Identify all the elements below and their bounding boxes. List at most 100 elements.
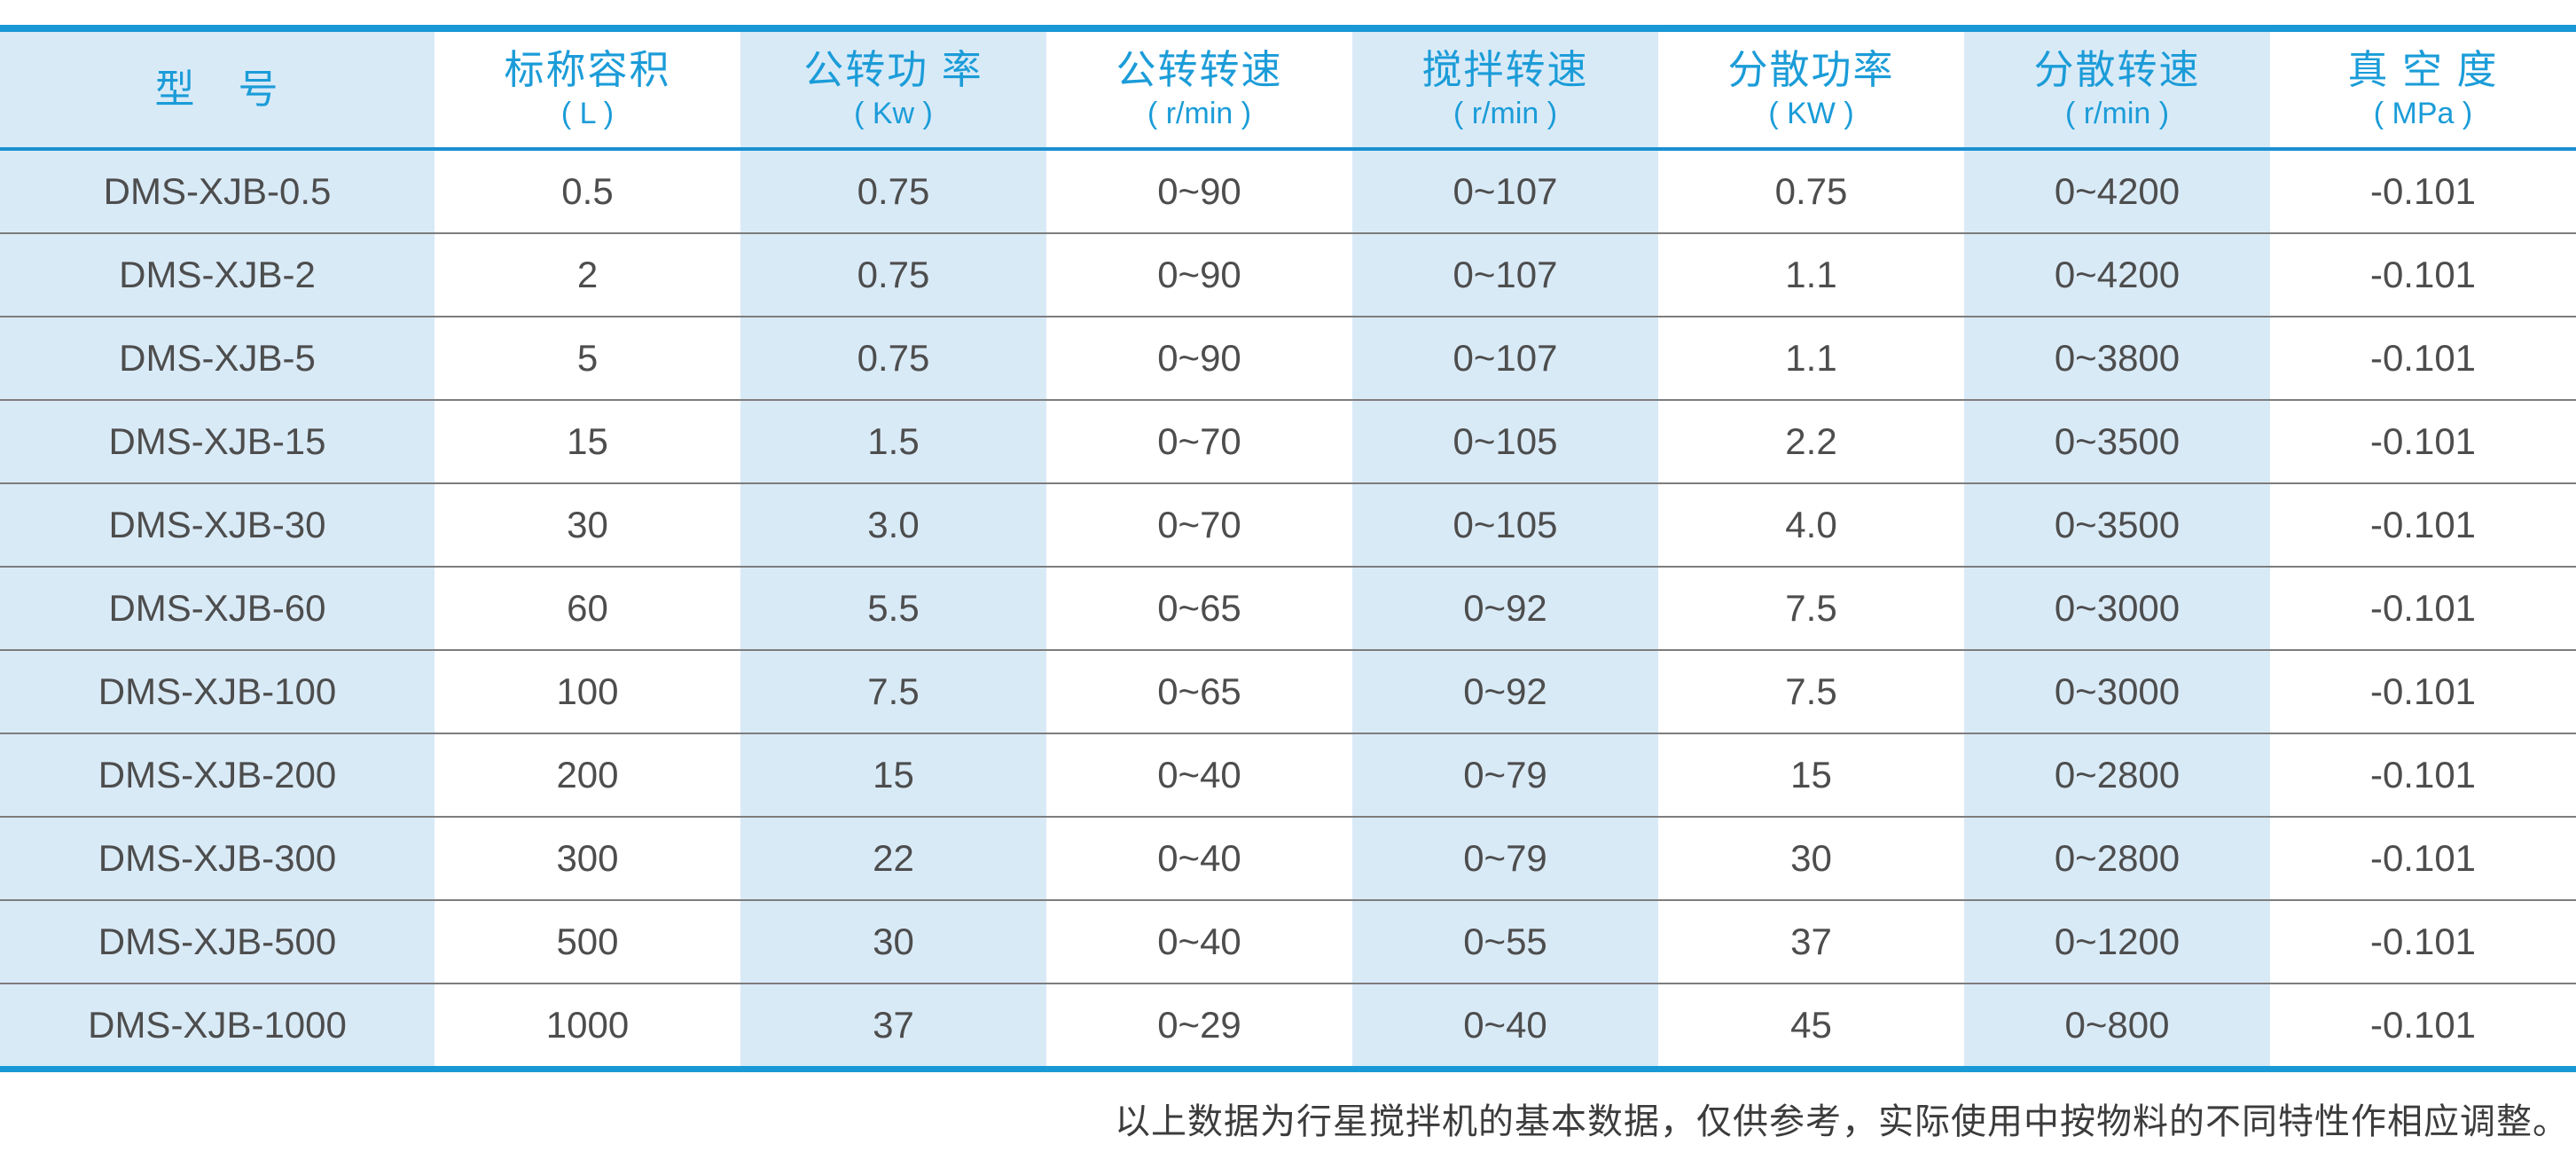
value-cell: 0~1200 [1964,900,2270,984]
value-cell: 0~107 [1352,233,1658,317]
table-row: DMS-XJB-0.5 0.5 0.75 0~90 0~107 0.75 0~4200 -0.… [0,149,2576,234]
value-cell: 15 [435,400,740,484]
value-cell: 0~2800 [1964,817,2270,901]
column-header-1: 标称容积 ( L ) [435,28,740,151]
value-cell: 500 [435,900,740,984]
table-row: DMS-XJB-200 200 15 0~40 0~79 15 0~2800 -0.101 [0,733,2576,818]
model-cell: DMS-XJB-15 [0,400,435,484]
value-cell: -0.101 [2270,733,2576,818]
column-title: 真 空 度 [2347,46,2499,92]
value-cell: 0~40 [1046,900,1352,984]
value-cell: 0~90 [1046,317,1352,401]
column-title: 公转功 率 [803,46,983,92]
value-cell: 0~90 [1046,149,1352,234]
table-body: DMS-XJB-0.5 0.5 0.75 0~90 0~107 0.75 0~4200 -0.… [0,149,2576,1070]
value-cell: 0~40 [1046,817,1352,901]
column-title: 分散功率 [1727,46,1895,92]
value-cell: 0.75 [740,233,1046,317]
column-header-7: 真 空 度 ( MPa ) [2270,28,2576,151]
value-cell: 0~107 [1352,149,1658,234]
column-unit: ( L ) [560,97,615,131]
value-cell: -0.101 [2270,817,2576,901]
value-cell: -0.101 [2270,567,2576,651]
table-row: DMS-XJB-500 500 30 0~40 0~55 37 0~1200 -0.101 [0,900,2576,984]
model-cell: DMS-XJB-5 [0,317,435,401]
column-title: 搅拌转速 [1421,46,1589,92]
value-cell: 7.5 [740,650,1046,734]
value-cell: 30 [740,900,1046,984]
value-cell: 0~70 [1046,483,1352,568]
value-cell: 0~2800 [1964,733,2270,818]
value-cell: 3.0 [740,483,1046,568]
table-header: 型 号 标称容积 ( L ) 公转功 率( Kw ) 公转转速( r/min ) 搅拌转速… [0,28,2576,151]
table-row: DMS-XJB-2 2 0.75 0~90 0~107 1.1 0~4200 -0.101 [0,233,2576,317]
value-cell: 1.1 [1658,317,1964,401]
model-cell: DMS-XJB-100 [0,650,435,734]
value-cell: 5.5 [740,567,1046,651]
column-header-6: 分散转速 ( r/min ) [1964,28,2270,151]
value-cell: 0~107 [1352,317,1658,401]
value-cell: 200 [435,733,740,818]
column-title: 型 号 [154,67,280,113]
value-cell: 2.2 [1658,400,1964,484]
header-row: 型 号 标称容积 ( L ) 公转功 率( Kw ) 公转转速( r/min ) 搅拌转速… [0,28,2576,151]
value-cell: 0~65 [1046,567,1352,651]
value-cell: 300 [435,817,740,901]
table-row: DMS-XJB-30 30 3.0 0~70 0~105 4.0 0~3500 -0.101 [0,483,2576,568]
value-cell: 0.75 [740,149,1046,234]
value-cell: 0~55 [1352,900,1658,984]
value-cell: -0.101 [2270,317,2576,401]
value-cell: 0~4200 [1964,149,2270,234]
model-cell: DMS-XJB-60 [0,567,435,651]
value-cell: 22 [740,817,1046,901]
value-cell: 0~70 [1046,400,1352,484]
value-cell: 5 [435,317,740,401]
value-cell: 37 [740,984,1046,1070]
value-cell: 0~800 [1964,984,2270,1070]
column-header-3: 公转转速 ( r/min ) [1046,28,1352,151]
value-cell: 4.0 [1658,483,1964,568]
value-cell: 7.5 [1658,567,1964,651]
footnote-text: 以上数据为行星搅拌机的基本数据，仅供参考，实际使用中按物料的不同特性作相应调整。 [1115,1101,2569,1141]
value-cell: 0~40 [1352,984,1658,1070]
value-cell: 60 [435,567,740,651]
value-cell: 0.5 [435,149,740,234]
value-cell: 30 [1658,817,1964,901]
value-cell: 0~3800 [1964,317,2270,401]
value-cell: 0~40 [1046,733,1352,818]
column-header-5: 分散功率 ( KW ) [1658,28,1964,151]
value-cell: 0~90 [1046,233,1352,317]
column-unit: ( r/min ) [1452,97,1558,131]
value-cell: 1.1 [1658,233,1964,317]
value-cell: 1000 [435,984,740,1070]
value-cell: 0.75 [1658,149,1964,234]
column-unit: ( r/min ) [1147,97,1252,131]
value-cell: 0~79 [1352,817,1658,901]
value-cell: 0~92 [1352,650,1658,734]
column-unit: ( KW ) [1768,97,1854,131]
value-cell: 0~3000 [1964,650,2270,734]
value-cell: -0.101 [2270,483,2576,568]
value-cell: 0~3000 [1964,567,2270,651]
spec-table-container: 型 号 标称容积 ( L ) 公转功 率( Kw ) 公转转速( r/min ) 搅拌转速… [0,25,2576,1072]
model-cell: DMS-XJB-2 [0,233,435,317]
value-cell: 37 [1658,900,1964,984]
model-cell: DMS-XJB-1000 [0,984,435,1070]
value-cell: -0.101 [2270,984,2576,1070]
value-cell: 100 [435,650,740,734]
column-title: 标称容积 [504,46,671,92]
value-cell: 1.5 [740,400,1046,484]
model-cell: DMS-XJB-200 [0,733,435,818]
value-cell: 0~105 [1352,400,1658,484]
value-cell: 30 [435,483,740,568]
value-cell: -0.101 [2270,900,2576,984]
table-row: DMS-XJB-15 15 1.5 0~70 0~105 2.2 0~3500 -0.101 [0,400,2576,484]
value-cell: 0~3500 [1964,400,2270,484]
value-cell: 0~79 [1352,733,1658,818]
table-row: DMS-XJB-1000 1000 37 0~29 0~40 45 0~800 -0.101 [0,984,2576,1070]
column-header-2: 公转功 率 ( Kw ) [740,28,1046,151]
column-title: 分散转速 [2033,46,2201,92]
spec-table: 型 号 标称容积 ( L ) 公转功 率( Kw ) 公转转速( r/min ) 搅拌转速… [0,25,2576,1072]
value-cell: 7.5 [1658,650,1964,734]
model-cell: DMS-XJB-500 [0,900,435,984]
